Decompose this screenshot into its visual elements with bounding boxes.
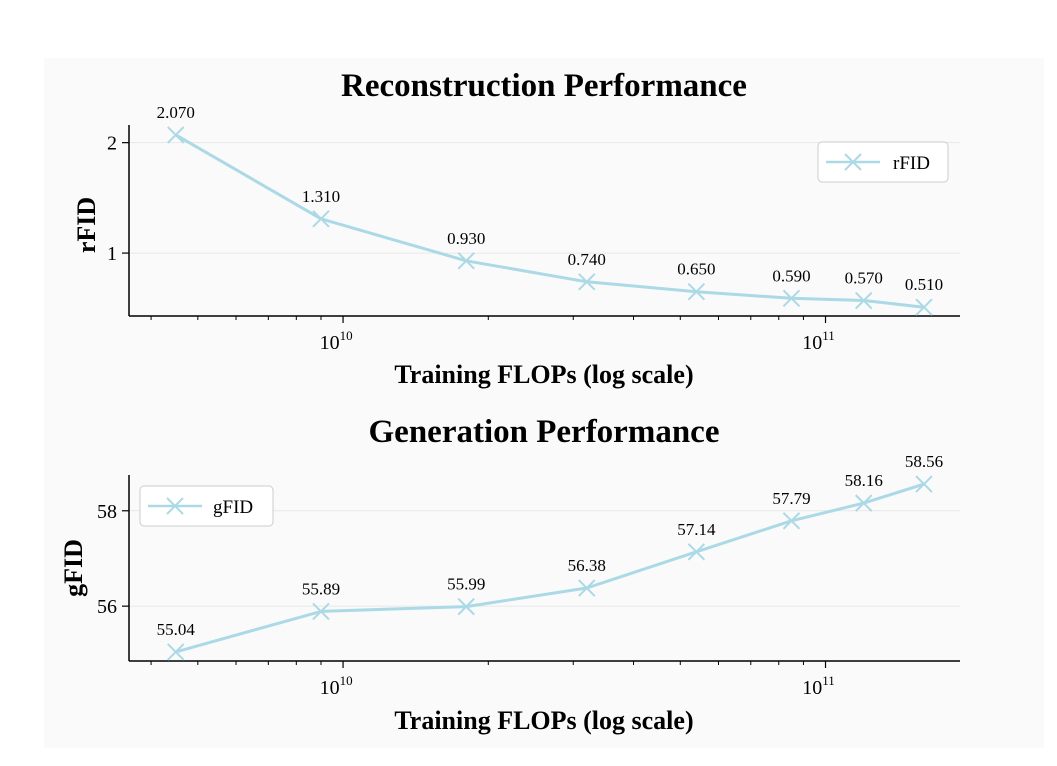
axes: 56 58 1010 1011 <box>97 475 960 699</box>
data-label: 0.590 <box>772 266 810 285</box>
x-tick-label: 1010 <box>320 328 353 354</box>
y-tick-label: 58 <box>97 501 117 523</box>
legend-box <box>817 141 949 183</box>
chart-title: Reconstruction Performance <box>341 68 747 104</box>
x-tick-label: 1011 <box>802 673 835 699</box>
data-point-marker <box>855 291 873 310</box>
data-point-marker <box>312 602 330 621</box>
data-labels: 55.04 55.89 55.99 56.38 57.14 57.79 58.16 58.56 <box>157 452 943 639</box>
data-point-marker <box>855 494 873 512</box>
chart-title: Generation Performance <box>369 414 720 450</box>
legend-label: rFID <box>893 153 930 174</box>
x-tick-label: 1010 <box>320 673 353 699</box>
data-label: 0.650 <box>677 260 715 279</box>
legend: gFID <box>139 485 274 527</box>
series-gfid <box>167 475 933 661</box>
data-label: 55.99 <box>447 575 485 594</box>
legend-marker <box>844 153 862 171</box>
generation-chart: Generation Performance 56 58 1010 1011 55.0… <box>59 414 960 735</box>
x-axis-label: Training FLOPs (log scale) <box>394 360 693 389</box>
data-label: 0.740 <box>568 250 606 269</box>
data-point-marker <box>457 252 475 270</box>
data-label: 0.930 <box>447 229 485 248</box>
data-point-marker <box>782 289 801 308</box>
y-axis-label: rFID <box>72 197 101 253</box>
data-label: 57.14 <box>677 520 716 539</box>
data-label: 55.89 <box>302 579 340 598</box>
data-label: 58.56 <box>905 452 943 471</box>
data-label: 2.070 <box>157 103 195 122</box>
data-point-marker <box>782 512 801 530</box>
data-labels: 2.070 1.310 0.930 0.740 0.650 0.590 0.570 0.510 <box>157 103 943 294</box>
series-line <box>175 133 925 309</box>
data-point-marker <box>915 298 933 316</box>
data-point-marker <box>915 475 933 493</box>
y-tick-label: 1 <box>107 243 117 265</box>
y-tick-label: 2 <box>107 133 117 155</box>
series-line <box>175 482 925 654</box>
data-label: 56.38 <box>568 556 606 575</box>
y-axis-label: gFID <box>59 539 88 597</box>
reconstruction-chart: Reconstruction Performance 1 2 1010 1011 2.… <box>72 68 960 389</box>
legend-label: gFID <box>213 497 253 518</box>
data-point-marker <box>167 643 185 661</box>
data-point-marker <box>457 597 475 616</box>
data-label: 1.310 <box>302 187 340 206</box>
series-rfid <box>167 126 933 316</box>
data-point-marker <box>578 579 596 597</box>
data-point-marker <box>167 126 185 144</box>
data-point-marker <box>687 283 706 301</box>
legend-box <box>139 485 274 527</box>
data-label: 0.570 <box>845 269 883 288</box>
data-label: 0.510 <box>905 275 943 294</box>
x-axis-label: Training FLOPs (log scale) <box>394 706 693 735</box>
y-tick-label: 56 <box>97 596 117 618</box>
data-point-marker <box>687 543 706 561</box>
legend: rFID <box>817 141 949 183</box>
legend-marker <box>166 497 184 515</box>
data-label: 55.04 <box>157 620 196 639</box>
data-point-marker <box>578 273 596 291</box>
axes: 1 2 1010 1011 <box>107 125 960 354</box>
x-tick-label: 1011 <box>802 328 835 354</box>
data-label: 57.79 <box>772 489 810 508</box>
data-point-marker <box>312 210 330 228</box>
data-label: 58.16 <box>845 471 883 490</box>
